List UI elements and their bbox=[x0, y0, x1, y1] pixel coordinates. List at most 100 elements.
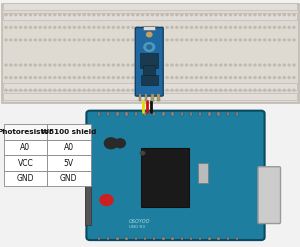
Circle shape bbox=[254, 39, 256, 41]
Circle shape bbox=[230, 26, 232, 28]
Bar bbox=[226, 112, 229, 116]
Circle shape bbox=[68, 26, 70, 28]
Circle shape bbox=[200, 89, 202, 91]
Circle shape bbox=[147, 45, 152, 49]
Circle shape bbox=[230, 89, 232, 91]
Circle shape bbox=[215, 64, 217, 66]
Circle shape bbox=[156, 14, 158, 16]
Circle shape bbox=[15, 26, 17, 28]
Circle shape bbox=[39, 77, 41, 79]
Bar bbox=[153, 112, 155, 116]
Bar bbox=[3, 83, 297, 90]
Circle shape bbox=[225, 14, 227, 16]
Circle shape bbox=[15, 89, 17, 91]
Circle shape bbox=[5, 14, 7, 16]
Circle shape bbox=[190, 52, 193, 53]
Circle shape bbox=[244, 26, 246, 28]
Circle shape bbox=[29, 26, 32, 28]
Bar bbox=[47, 140, 91, 155]
Circle shape bbox=[25, 14, 27, 16]
Circle shape bbox=[5, 39, 7, 41]
Circle shape bbox=[122, 52, 124, 53]
Circle shape bbox=[78, 77, 80, 79]
Circle shape bbox=[220, 26, 222, 28]
Bar bbox=[198, 163, 208, 183]
Circle shape bbox=[200, 52, 202, 53]
Circle shape bbox=[234, 39, 236, 41]
Circle shape bbox=[195, 26, 197, 28]
Circle shape bbox=[259, 14, 261, 16]
Circle shape bbox=[215, 77, 217, 79]
Circle shape bbox=[117, 14, 119, 16]
Circle shape bbox=[176, 39, 178, 41]
Circle shape bbox=[5, 77, 7, 79]
Circle shape bbox=[93, 39, 95, 41]
Circle shape bbox=[29, 52, 32, 53]
Circle shape bbox=[98, 52, 100, 53]
Circle shape bbox=[54, 14, 56, 16]
Bar bbox=[236, 112, 238, 116]
Circle shape bbox=[176, 52, 178, 53]
Circle shape bbox=[186, 39, 188, 41]
Circle shape bbox=[83, 26, 85, 28]
Circle shape bbox=[137, 26, 139, 28]
Circle shape bbox=[68, 64, 70, 66]
Circle shape bbox=[171, 14, 173, 16]
Circle shape bbox=[15, 52, 17, 53]
Circle shape bbox=[103, 64, 105, 66]
Circle shape bbox=[88, 89, 90, 91]
Circle shape bbox=[288, 89, 290, 91]
Circle shape bbox=[152, 14, 154, 16]
Bar bbox=[98, 237, 100, 240]
Circle shape bbox=[293, 77, 295, 79]
Circle shape bbox=[5, 26, 7, 28]
Circle shape bbox=[268, 77, 271, 79]
Circle shape bbox=[244, 89, 246, 91]
Circle shape bbox=[161, 64, 163, 66]
Circle shape bbox=[205, 89, 207, 91]
Circle shape bbox=[181, 64, 183, 66]
Circle shape bbox=[44, 26, 46, 28]
Circle shape bbox=[210, 39, 212, 41]
Circle shape bbox=[58, 39, 61, 41]
Circle shape bbox=[205, 64, 207, 66]
Circle shape bbox=[112, 89, 114, 91]
FancyBboxPatch shape bbox=[86, 111, 265, 240]
Circle shape bbox=[29, 89, 32, 91]
Bar bbox=[143, 26, 155, 30]
Circle shape bbox=[122, 77, 124, 79]
Bar bbox=[125, 112, 128, 116]
Bar bbox=[145, 94, 147, 101]
FancyBboxPatch shape bbox=[135, 27, 163, 96]
Circle shape bbox=[78, 89, 80, 91]
Bar bbox=[181, 237, 183, 240]
Bar bbox=[144, 237, 146, 240]
Circle shape bbox=[15, 77, 17, 79]
Circle shape bbox=[283, 89, 285, 91]
Bar bbox=[218, 237, 220, 240]
Circle shape bbox=[181, 52, 183, 53]
Bar bbox=[139, 94, 141, 101]
Circle shape bbox=[146, 26, 148, 28]
Circle shape bbox=[230, 39, 232, 41]
Circle shape bbox=[10, 77, 12, 79]
Circle shape bbox=[142, 52, 144, 53]
Circle shape bbox=[156, 64, 158, 66]
Circle shape bbox=[161, 89, 163, 91]
Circle shape bbox=[230, 64, 232, 66]
Circle shape bbox=[117, 89, 119, 91]
Circle shape bbox=[98, 77, 100, 79]
Circle shape bbox=[137, 14, 139, 16]
Circle shape bbox=[20, 52, 22, 53]
Bar bbox=[190, 237, 192, 240]
Circle shape bbox=[93, 77, 95, 79]
Circle shape bbox=[98, 89, 100, 91]
Bar bbox=[162, 112, 165, 116]
Circle shape bbox=[103, 14, 105, 16]
Circle shape bbox=[20, 89, 22, 91]
Text: GND: GND bbox=[60, 174, 78, 183]
Circle shape bbox=[100, 195, 113, 206]
Circle shape bbox=[112, 52, 114, 53]
Circle shape bbox=[73, 39, 75, 41]
Circle shape bbox=[254, 26, 256, 28]
